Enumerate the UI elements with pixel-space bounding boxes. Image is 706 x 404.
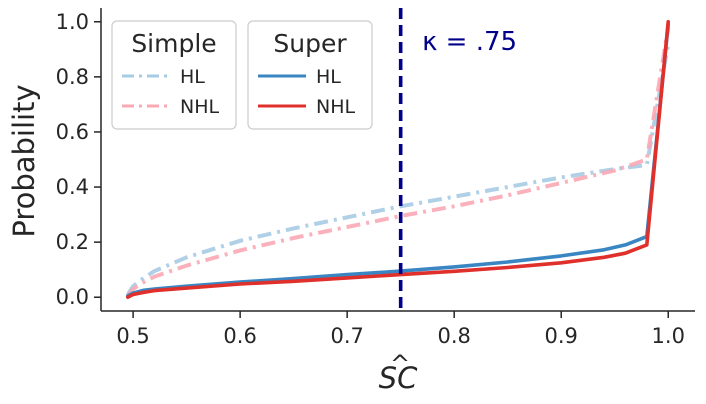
x-tick-label: 0.6 [223,324,256,348]
y-tick-label: 0.4 [56,175,89,199]
y-axis-title: Probability [7,84,41,237]
y-tick-label: 0.2 [56,230,89,254]
y-tick-label: 0.6 [56,120,89,144]
series-layer [126,19,671,300]
x-tick-label: 0.9 [545,324,578,348]
legend-super-hl-label: HL [316,66,341,88]
legend-super-title: Super [273,29,347,58]
x-axis-title-hat: ^ [390,350,410,378]
x-tick-label: 0.8 [437,324,470,348]
y-tick-label: 0.8 [56,65,89,89]
series-super-nhl-line [126,19,671,300]
kappa-annotation: κ = .75 [422,27,517,57]
legend-simple-title: Simple [131,29,216,58]
legend-super: Super HL NHL [247,20,373,130]
x-axis-title: SC ^ [379,350,418,395]
legend-simple-hl-label: HL [180,66,205,88]
legend-simple-nhl-label: NHL [180,96,220,118]
legend-simple-frame [111,20,237,130]
y-tick-label: 0.0 [56,285,89,309]
axes-layer: 0.5 0.6 0.7 0.8 0.9 1.0 0.0 0.2 0.4 0.6 0.8 1.0 [56,8,695,348]
series-simple-hl-line [126,43,671,296]
series-simple-nhl-line [126,26,671,298]
x-tick-label: 0.7 [330,324,363,348]
y-tick-label: 1.0 [56,10,89,34]
legend-super-nhl-label: NHL [316,96,356,118]
x-axis-title-main: SC [379,361,418,395]
x-tick-label: 0.5 [116,324,149,348]
legend-super-frame [247,20,373,130]
x-tick-label: 1.0 [652,324,685,348]
legend-simple: Simple HL NHL [111,20,237,130]
